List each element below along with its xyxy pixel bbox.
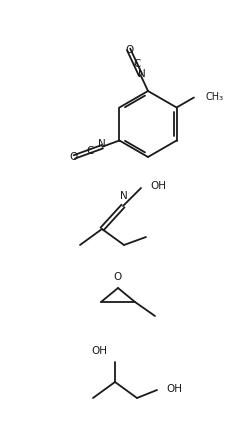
Text: C: C xyxy=(132,59,140,69)
Text: N: N xyxy=(120,191,127,201)
Text: O: O xyxy=(125,45,134,55)
Text: OH: OH xyxy=(149,181,165,191)
Text: O: O xyxy=(69,151,78,161)
Text: OH: OH xyxy=(165,383,181,393)
Text: C: C xyxy=(85,145,93,155)
Text: CH₃: CH₃ xyxy=(205,92,223,102)
Text: OH: OH xyxy=(91,345,106,355)
Text: N: N xyxy=(137,69,145,79)
Text: N: N xyxy=(98,139,105,149)
Text: O: O xyxy=(113,271,122,281)
